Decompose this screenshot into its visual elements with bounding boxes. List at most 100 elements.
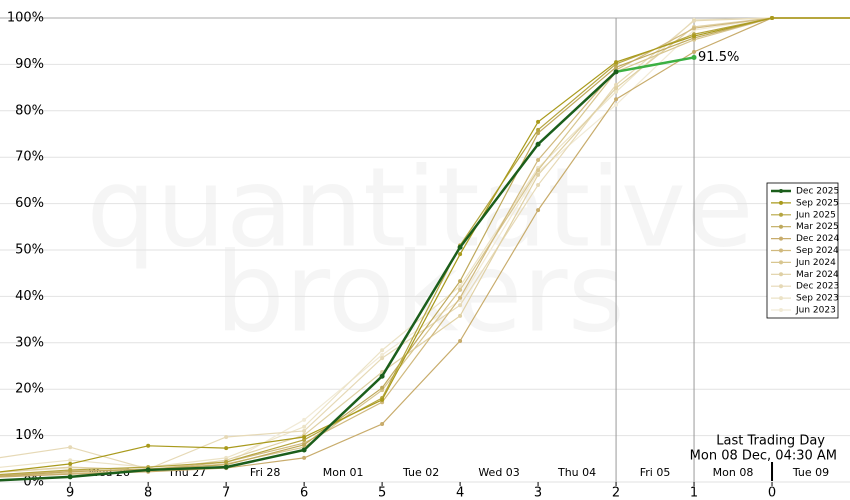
point (458, 279, 463, 284)
point (536, 127, 541, 132)
x-tick-label: 9 (66, 486, 74, 500)
point (770, 16, 775, 20)
legend-marker (779, 224, 783, 229)
point (614, 89, 619, 94)
point (302, 437, 307, 442)
point (614, 82, 619, 87)
date-label: Mon 08 (713, 466, 754, 479)
x-tick-label: 8 (144, 486, 152, 500)
point (302, 417, 307, 422)
legend-label: Mar 2024 (796, 270, 839, 280)
y-tick-label: 70% (15, 150, 44, 165)
point (457, 244, 463, 250)
last-trading-day-date: Mon 08 Dec, 04:30 AM (690, 449, 837, 464)
point (146, 443, 151, 448)
y-tick-label: 90% (15, 57, 44, 72)
legend-label: Sep 2023 (796, 294, 839, 304)
point (536, 208, 541, 213)
point (458, 295, 463, 300)
point (380, 385, 385, 390)
point (692, 49, 697, 54)
point (380, 397, 385, 402)
point (224, 460, 229, 465)
point (692, 18, 697, 23)
point (614, 97, 619, 102)
point (302, 455, 307, 460)
y-tick-label: 60% (15, 196, 44, 211)
point (614, 60, 619, 65)
point (535, 141, 541, 147)
point (145, 467, 151, 473)
y-tick-label: 30% (15, 335, 44, 350)
y-tick-label: 100% (7, 11, 44, 26)
point (380, 352, 385, 357)
y-tick-label: 0% (23, 475, 44, 490)
point (379, 373, 385, 379)
point (224, 434, 229, 439)
point (614, 102, 619, 107)
point (224, 446, 229, 451)
date-label: Wed 03 (478, 466, 519, 479)
point (458, 252, 463, 257)
x-tick-label: 0 (768, 486, 776, 500)
point (614, 86, 619, 91)
date-label: Tue 02 (402, 466, 439, 479)
legend-label: Sep 2024 (796, 246, 839, 256)
legend-label: Sep 2025 (796, 198, 839, 208)
point (68, 445, 73, 450)
point (458, 287, 463, 292)
point (301, 447, 307, 453)
plot-area (0, 16, 850, 482)
watermark: brokers (215, 228, 625, 356)
date-label: Mon 01 (323, 466, 364, 479)
legend-marker (779, 260, 783, 265)
point (692, 26, 697, 31)
point (380, 348, 385, 353)
y-tick-label: 40% (15, 289, 44, 304)
data-label: 91.5% (698, 50, 739, 65)
x-tick-label: 6 (300, 486, 308, 500)
legend-label: Jun 2024 (795, 258, 836, 268)
point (302, 424, 307, 429)
legend-label: Mar 2025 (796, 222, 839, 232)
point (691, 54, 697, 60)
point (613, 69, 619, 75)
point (458, 338, 463, 343)
legend-label: Dec 2025 (796, 187, 839, 197)
x-tick-label: 7 (222, 486, 230, 500)
point (536, 157, 541, 162)
date-label: Thu 04 (557, 466, 596, 479)
point (380, 356, 385, 361)
date-label: Fri 05 (640, 466, 671, 479)
point (692, 34, 697, 39)
point (67, 474, 73, 480)
point (302, 434, 307, 439)
legend-marker (779, 284, 783, 289)
y-tick-label: 20% (15, 382, 44, 397)
point (68, 458, 73, 463)
x-tick-label: 2 (612, 486, 620, 500)
legend-marker (779, 272, 783, 277)
legend-marker (779, 212, 783, 217)
legend-marker (779, 248, 783, 253)
date-label: Tue 09 (792, 466, 829, 479)
point (302, 428, 307, 433)
y-tick-label: 10% (15, 428, 44, 443)
legend-marker (779, 189, 783, 193)
point (302, 442, 307, 447)
point (458, 303, 463, 308)
point (536, 168, 541, 173)
point (536, 172, 541, 177)
point (614, 65, 619, 70)
legend-label: Dec 2023 (796, 282, 839, 292)
point (458, 313, 463, 318)
legend-marker (779, 308, 783, 312)
point (458, 284, 463, 289)
legend-marker (779, 200, 783, 205)
point (380, 422, 385, 426)
point (536, 183, 541, 188)
x-tick-label: 4 (456, 486, 464, 500)
point (536, 119, 541, 124)
